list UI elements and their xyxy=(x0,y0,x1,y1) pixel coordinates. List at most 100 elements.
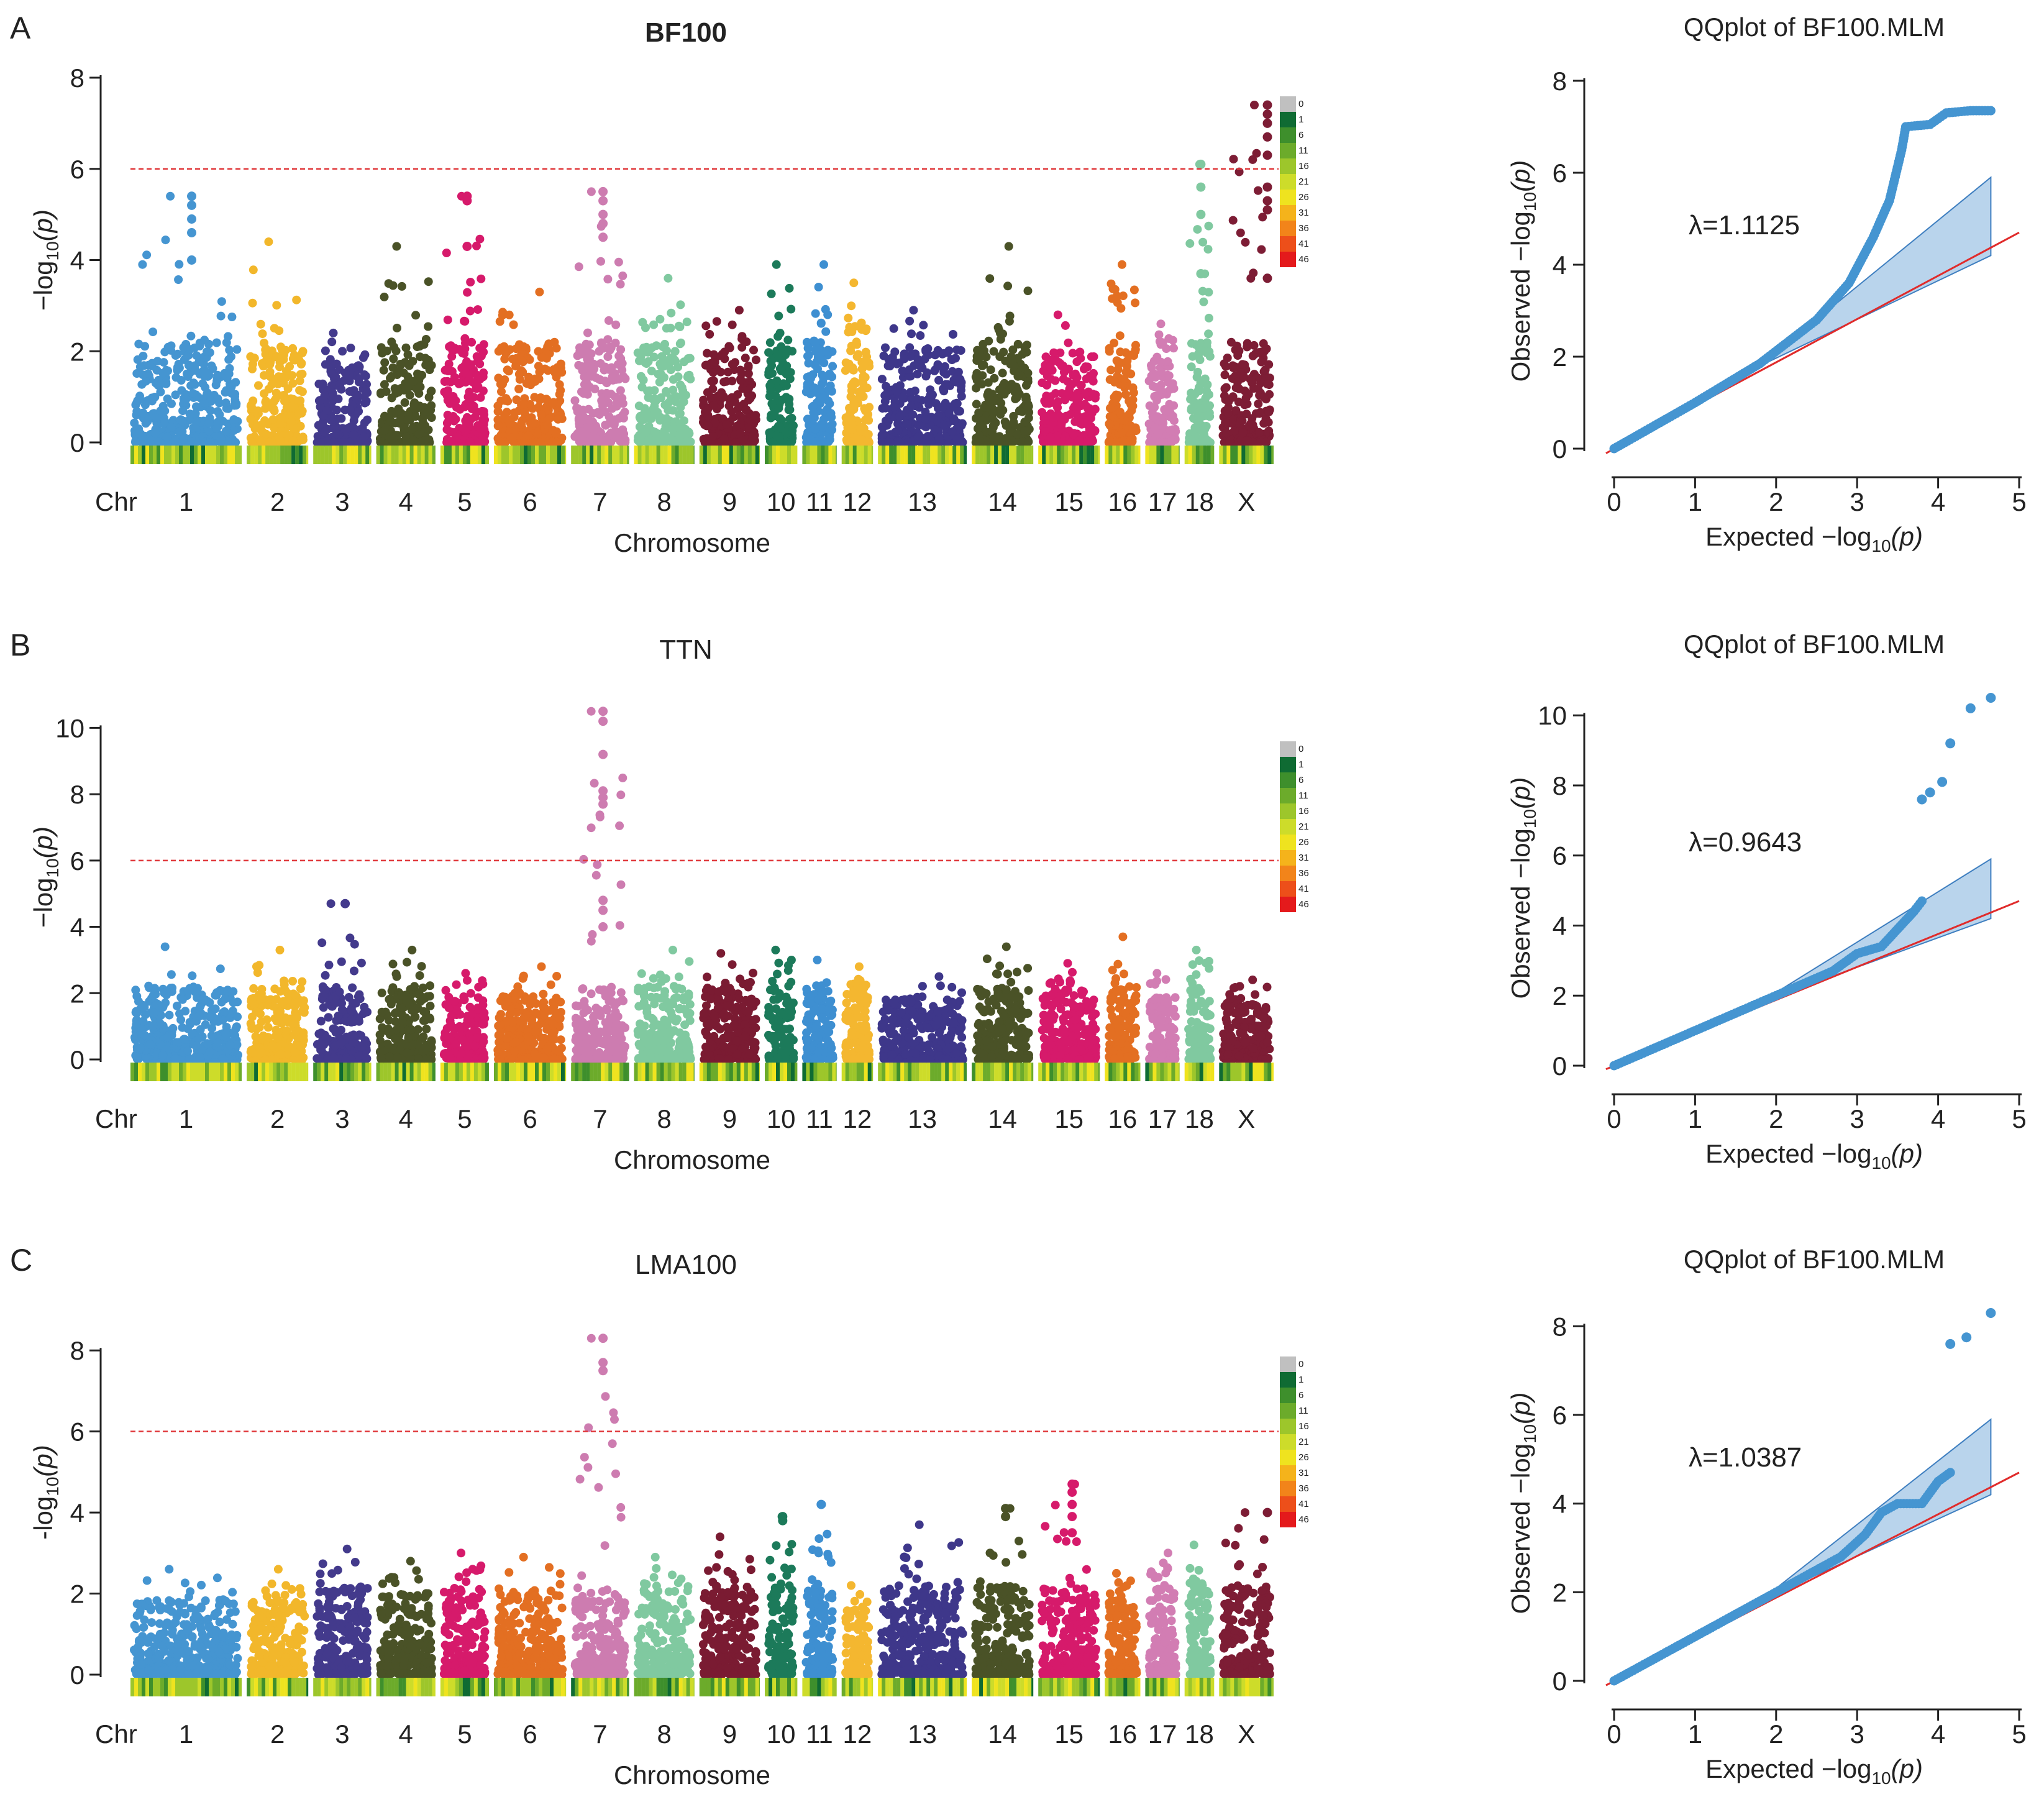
density-cell xyxy=(1223,446,1227,464)
density-cell xyxy=(317,446,321,464)
density-cell xyxy=(578,446,583,464)
snp-point xyxy=(1220,359,1229,368)
snp-point xyxy=(814,283,823,291)
snp-point xyxy=(709,376,718,385)
density-cell xyxy=(1005,446,1010,464)
snp-point xyxy=(195,1053,204,1062)
snp-point xyxy=(574,262,583,272)
snp-point xyxy=(140,342,150,351)
density-cell xyxy=(417,446,421,464)
snp-point xyxy=(1236,228,1245,237)
snp-point xyxy=(151,428,160,437)
snp-point xyxy=(142,250,152,260)
legend-swatch xyxy=(1280,96,1296,112)
snp-point xyxy=(349,430,358,439)
snp-point xyxy=(163,342,173,352)
density-cell xyxy=(867,446,872,464)
density-cell xyxy=(391,446,395,464)
snp-point xyxy=(1264,407,1274,416)
snp-point xyxy=(771,391,780,401)
snp-point xyxy=(205,1012,214,1022)
snp-point xyxy=(996,409,1005,419)
snp-point xyxy=(750,411,759,421)
snp-point xyxy=(938,402,947,411)
density-cell xyxy=(171,446,176,464)
density-cell xyxy=(660,446,664,464)
snp-point xyxy=(411,311,421,320)
snp-point xyxy=(614,351,624,360)
snp-point xyxy=(296,421,305,431)
density-cell xyxy=(347,446,351,464)
density-cell xyxy=(783,446,788,464)
density-cell xyxy=(1192,446,1196,464)
snp-point xyxy=(659,354,668,364)
density-cell xyxy=(1138,446,1141,464)
snp-point xyxy=(738,384,747,393)
legend-swatch xyxy=(1280,112,1296,127)
snp-point xyxy=(211,380,221,390)
density-cell xyxy=(1145,446,1149,464)
density-cell xyxy=(335,446,340,464)
snp-point xyxy=(860,373,870,382)
snp-point xyxy=(1241,393,1251,403)
snp-point xyxy=(180,1035,189,1044)
snp-point xyxy=(1120,375,1129,383)
snp-point xyxy=(543,421,552,430)
snp-peak-point xyxy=(392,242,401,251)
snp-point xyxy=(898,393,908,402)
snp-point xyxy=(276,419,285,429)
snp-point xyxy=(1231,406,1241,415)
snp-point xyxy=(288,403,296,412)
snp-point xyxy=(900,354,909,364)
snp-point xyxy=(649,396,659,405)
density-cell xyxy=(291,446,296,464)
y-axis-label: −log10(p) xyxy=(29,826,62,928)
snp-point xyxy=(1193,225,1202,234)
snp-point xyxy=(801,387,811,396)
snp-point xyxy=(293,411,302,420)
snp-point xyxy=(1075,418,1084,428)
density-cell xyxy=(987,446,991,464)
snp-point xyxy=(1020,426,1029,436)
density-cell xyxy=(269,446,273,464)
snp-point xyxy=(682,318,691,327)
snp-points xyxy=(130,707,1274,1064)
top-hit-point xyxy=(1196,182,1206,192)
snp-point xyxy=(455,405,465,414)
snp-point xyxy=(504,367,513,376)
snp-point xyxy=(1083,437,1092,447)
snp-point xyxy=(148,327,158,337)
snp-point xyxy=(463,377,473,385)
snp-point xyxy=(573,407,582,416)
snp-point xyxy=(890,347,900,357)
snp-point xyxy=(803,352,812,361)
snp-point xyxy=(267,380,276,389)
snp-point xyxy=(864,430,873,439)
snp-point xyxy=(708,432,718,441)
snp-point xyxy=(230,390,240,399)
snp-point xyxy=(135,428,144,437)
chromosome-9-points xyxy=(698,306,760,447)
density-cell xyxy=(313,446,317,464)
density-cell xyxy=(485,446,489,464)
snp-point xyxy=(775,422,784,431)
snp-point xyxy=(636,437,645,447)
snp-point xyxy=(719,377,729,387)
density-cell xyxy=(590,446,594,464)
snp-point xyxy=(1151,423,1160,432)
snp-point xyxy=(206,406,215,415)
snp-point xyxy=(1166,426,1175,435)
snp-point xyxy=(265,437,275,447)
density-cell xyxy=(224,446,228,464)
density-cell xyxy=(459,446,463,464)
snp-point xyxy=(988,408,998,418)
snp-point xyxy=(554,414,563,424)
density-cell xyxy=(759,446,760,464)
density-cell xyxy=(288,446,292,464)
snp-point xyxy=(1075,436,1084,445)
snp-point xyxy=(685,354,695,363)
density-cell xyxy=(608,446,613,464)
snp-point xyxy=(606,390,616,399)
snp-point xyxy=(332,429,342,439)
